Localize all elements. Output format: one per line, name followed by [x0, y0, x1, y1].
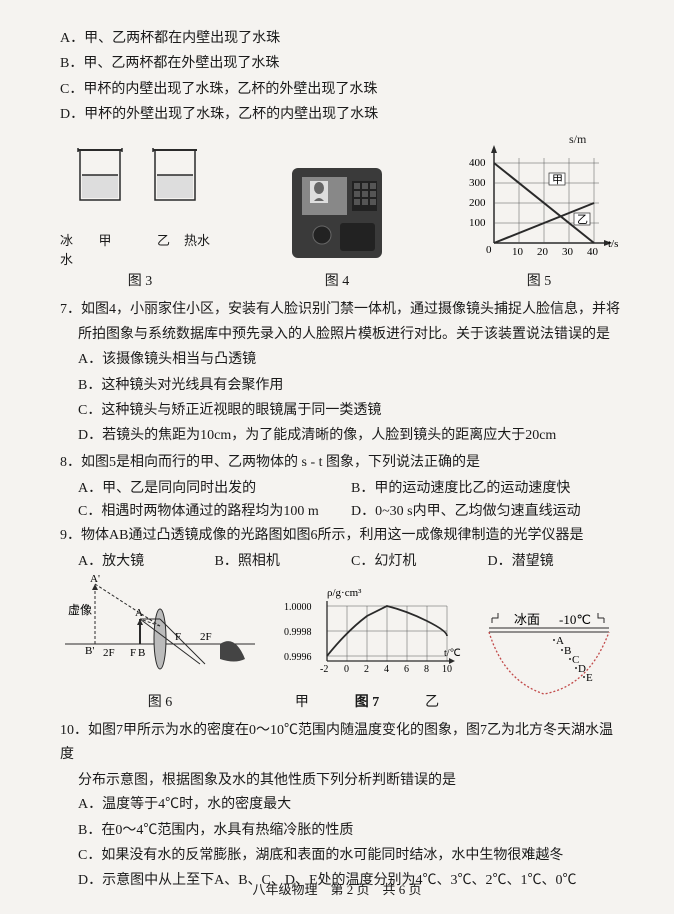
q9-choices: A．放大镜 B．照相机 C．幻灯机 D．潜望镜 — [60, 550, 624, 570]
svg-text:100: 100 — [469, 217, 486, 229]
q8-choice-a: A．甲、乙是同向同时出发的 — [78, 477, 351, 501]
q7-stem-2: 所拍图象与系统数据库中预先录入的人脸照片模板进行对比。关于该装置说法错误的是 — [60, 323, 624, 347]
q10-choice-c: C．如果没有水的反常膨胀，湖底和表面的水可能同时结冰，水中生物很难越冬 — [78, 845, 624, 867]
svg-text:0.9996: 0.9996 — [284, 652, 312, 663]
svg-text:0: 0 — [486, 244, 492, 256]
q6-choice-c: C．甲杯的内壁出现了水珠，乙杯的外壁出现了水珠 — [60, 79, 624, 101]
q9-choice-c: C．幻灯机 — [351, 550, 488, 570]
svg-text:20: 20 — [537, 246, 549, 258]
q7-choice-b: B．这种镜头对光线具有会聚作用 — [78, 375, 624, 397]
figure-7-yi: 冰面 -10℃ A B C D E — [474, 606, 624, 711]
fig3-caption: 图 3 — [60, 270, 220, 290]
q8-choices: A．甲、乙是同向同时出发的 B．甲的运动速度比乙的运动速度快 C．相遇时两物体通… — [60, 477, 624, 525]
fig5-grid — [491, 145, 612, 246]
q8-choice-c: C．相遇时两物体通过的路程均为100 m — [78, 500, 351, 524]
q6-choice-d: D．甲杯的外壁出现了水珠，乙杯的内壁出现了水珠 — [60, 104, 624, 126]
q9-choice-b: B．照相机 — [215, 550, 352, 570]
figure-3: 冰水 甲 乙 热水 图 3 — [60, 135, 220, 290]
svg-text:冰面: 冰面 — [514, 612, 540, 627]
svg-text:400: 400 — [469, 157, 486, 169]
svg-text:A': A' — [90, 574, 100, 585]
q9-choice-d: D．潜望镜 — [488, 550, 625, 570]
svg-text:A: A — [556, 635, 564, 647]
svg-text:-10℃: -10℃ — [559, 612, 591, 627]
figure-4: 图 4 — [277, 163, 397, 290]
svg-text:2F: 2F — [200, 631, 212, 643]
q10-stem-2: 分布示意图，根据图象及水的其他性质下列分析判断错误的是 — [60, 769, 624, 793]
svg-text:ρ/g·cm³: ρ/g·cm³ — [327, 587, 362, 599]
figure-7-jia: ρ/g·cm³ 1.0000 0.9998 0.9996 -2 0 2 4 6 … — [272, 586, 462, 711]
page-footer: 八年级物理 第 2 页 共 6 页 — [0, 879, 674, 898]
svg-text:F: F — [175, 631, 181, 643]
svg-text:200: 200 — [469, 197, 486, 209]
svg-text:D: D — [578, 663, 586, 675]
svg-text:2: 2 — [364, 664, 369, 675]
svg-text:s/m: s/m — [569, 133, 587, 146]
svg-text:10: 10 — [512, 246, 524, 258]
fig3-hot-label: 热水 — [170, 230, 210, 268]
figure-row-1: 冰水 甲 乙 热水 图 3 图 4 s/m — [60, 133, 624, 290]
svg-text:0: 0 — [344, 664, 349, 675]
svg-text:A: A — [135, 607, 143, 619]
svg-text:30: 30 — [562, 246, 574, 258]
svg-text:6: 6 — [404, 664, 409, 675]
q7-stem-1: 7．如图4，小丽家住小区，安装有人脸识别门禁一体机，通过摄像镜头捕捉人脸信息，并… — [60, 298, 624, 322]
fig4-caption: 图 4 — [277, 270, 397, 290]
svg-text:1.0000: 1.0000 — [284, 602, 312, 613]
q7-choice-c: C．这种镜头与矫正近视眼的眼镜属于同一类透镜 — [78, 400, 624, 422]
svg-text:虚像: 虚像 — [68, 603, 92, 617]
svg-text:乙: 乙 — [577, 213, 588, 226]
svg-text:0.9998: 0.9998 — [284, 627, 312, 638]
fig3-cup-jia: 甲 — [80, 230, 130, 268]
q9-stem: 9．物体AB通过凸透镜成像的光路图如图6所示，利用这一成像规律制造的光学仪器是 — [60, 524, 624, 548]
svg-text:F: F — [130, 647, 136, 659]
svg-text:300: 300 — [469, 177, 486, 189]
q10-choice-a: A．温度等于4℃时，水的密度最大 — [78, 794, 624, 816]
svg-text:8: 8 — [424, 664, 429, 675]
q8-stem: 8．如图5是相向而行的甲、乙两物体的 s - t 图象，下列说法正确的是 — [60, 451, 624, 475]
q8-choice-b: B．甲的运动速度比乙的运动速度快 — [351, 477, 624, 501]
fig3-cup-yi: 乙 — [130, 230, 170, 268]
svg-text:10: 10 — [442, 664, 452, 675]
q8-choice-d: D．0~30 s内甲、乙均做匀速直线运动 — [351, 500, 624, 524]
fig6-caption: 图 6 — [60, 691, 260, 711]
svg-text:-2: -2 — [320, 664, 328, 675]
figure-row-2: A' 虚像 A B' 2F F B F 2F 图 6 ρ/g·cm³ 1.000 — [60, 574, 624, 711]
svg-text:B: B — [564, 645, 571, 657]
svg-text:B': B' — [85, 645, 94, 657]
figure-5: s/m 400 300 200 100 0 10 20 30 40 — [454, 133, 624, 290]
svg-text:4: 4 — [384, 664, 389, 675]
figure-6: A' 虚像 A B' 2F F B F 2F 图 6 — [60, 574, 260, 711]
svg-text:40: 40 — [587, 246, 599, 258]
svg-text:E: E — [586, 672, 593, 684]
q10-stem-1: 10．如图7甲所示为水的密度在0～10℃范围内随温度变化的图象，图7乙为北方冬天… — [60, 719, 624, 767]
svg-text:t/℃: t/℃ — [444, 648, 461, 659]
q7-choice-a: A．该摄像镜头相当与凸透镜 — [78, 349, 624, 371]
svg-text:甲: 甲 — [552, 174, 563, 186]
fig3-ice-label: 冰水 — [60, 230, 80, 268]
fig7-yi-label: 乙 — [425, 691, 439, 711]
fig7-jia-label: 甲 — [295, 691, 309, 711]
svg-text:2F: 2F — [103, 647, 115, 659]
q10-choice-b: B．在0～4℃范围内，水具有热缩冷胀的性质 — [78, 820, 624, 842]
svg-text:B: B — [138, 647, 145, 659]
q6-choice-b: B．甲、乙两杯都在外壁出现了水珠 — [60, 53, 624, 75]
fig5-caption: 图 5 — [454, 270, 624, 290]
q6-choice-a: A．甲、乙两杯都在内壁出现了水珠 — [60, 28, 624, 50]
fig7-caption: 图 7 — [355, 691, 380, 711]
q9-choice-a: A．放大镜 — [78, 550, 215, 570]
svg-text:t/s: t/s — [608, 238, 618, 250]
q7-choice-d: D．若镜头的焦距为10cm，为了能成清晰的像，人脸到镜头的距离应大于20cm — [78, 425, 624, 447]
